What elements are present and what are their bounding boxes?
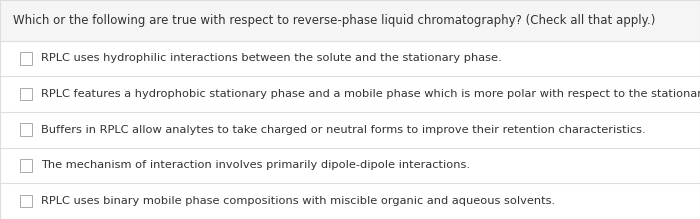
FancyBboxPatch shape <box>0 183 700 219</box>
FancyBboxPatch shape <box>0 148 700 183</box>
FancyBboxPatch shape <box>20 195 32 207</box>
FancyBboxPatch shape <box>0 76 700 112</box>
FancyBboxPatch shape <box>20 159 32 172</box>
Text: Which or the following are true with respect to reverse-phase liquid chromatogra: Which or the following are true with res… <box>13 14 655 27</box>
Text: RPLC uses hydrophilic interactions between the solute and the stationary phase.: RPLC uses hydrophilic interactions betwe… <box>41 53 501 63</box>
FancyBboxPatch shape <box>0 0 700 41</box>
Text: Buffers in RPLC allow analytes to take charged or neutral forms to improve their: Buffers in RPLC allow analytes to take c… <box>41 125 645 135</box>
Text: RPLC features a hydrophobic stationary phase and a mobile phase which is more po: RPLC features a hydrophobic stationary p… <box>41 89 700 99</box>
FancyBboxPatch shape <box>0 112 700 148</box>
FancyBboxPatch shape <box>0 41 700 76</box>
Text: The mechanism of interaction involves primarily dipole-dipole interactions.: The mechanism of interaction involves pr… <box>41 161 470 170</box>
Text: RPLC uses binary mobile phase compositions with miscible organic and aqueous sol: RPLC uses binary mobile phase compositio… <box>41 196 554 206</box>
FancyBboxPatch shape <box>20 88 32 100</box>
FancyBboxPatch shape <box>20 124 32 136</box>
FancyBboxPatch shape <box>20 52 32 65</box>
